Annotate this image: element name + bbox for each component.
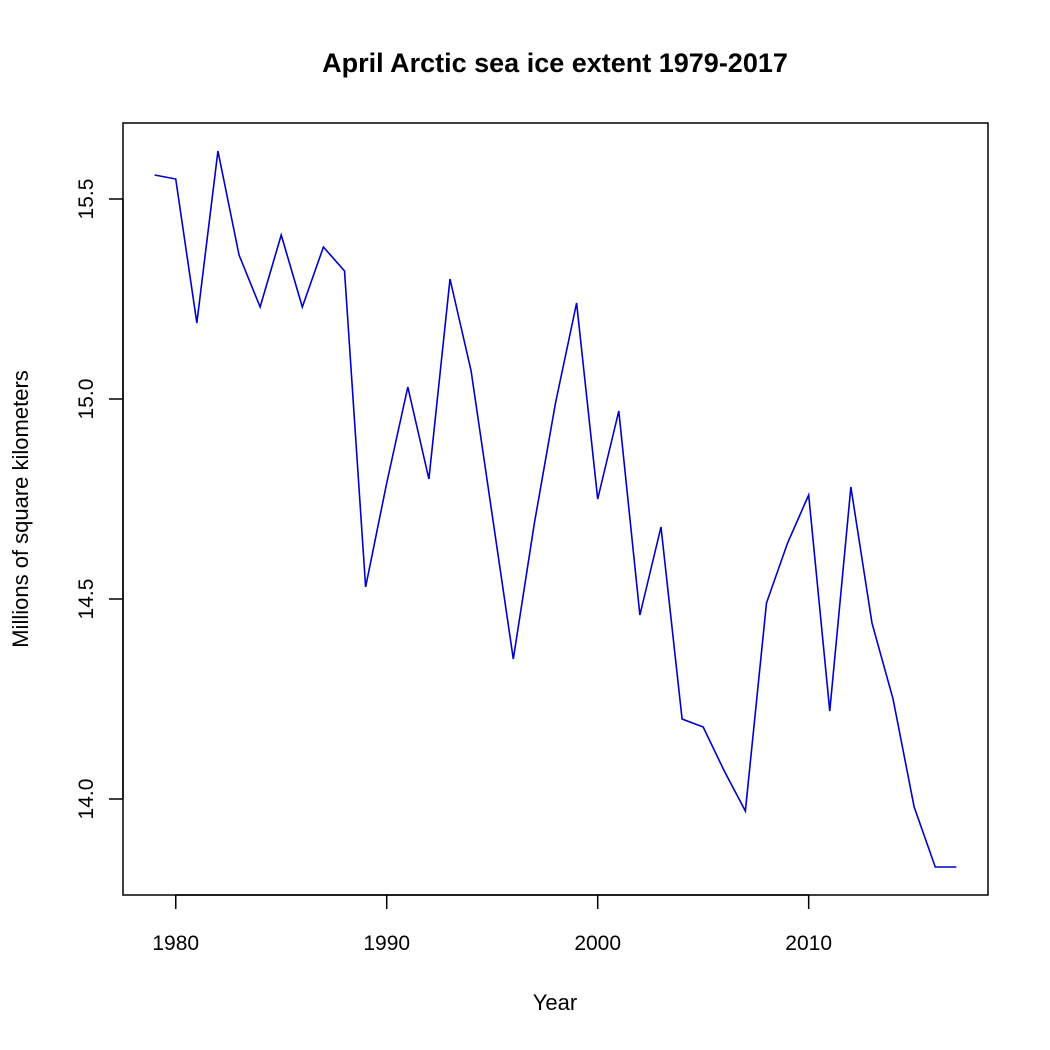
x-tick-label: 2010 xyxy=(785,932,832,955)
x-tick-label: 1980 xyxy=(152,932,199,955)
x-tick-label: 1990 xyxy=(363,932,410,955)
y-axis-label: Millions of square kilometers xyxy=(8,370,33,648)
series-line xyxy=(154,150,957,868)
y-tick-label: 14.0 xyxy=(75,779,98,820)
chart-title: April Arctic sea ice extent 1979-2017 xyxy=(322,48,788,78)
plot-frame xyxy=(122,122,989,896)
y-axis: 14.0 14.5 15.0 15.5 xyxy=(75,179,124,820)
y-tick-label: 15.5 xyxy=(75,179,98,220)
y-tick-label: 14.5 xyxy=(75,579,98,620)
y-tick-label: 15.0 xyxy=(75,379,98,420)
series-layer xyxy=(154,150,957,868)
x-tick-label: 2000 xyxy=(574,932,621,955)
x-axis: 1980 1990 2000 2010 xyxy=(152,894,832,955)
x-axis-label: Year xyxy=(533,990,577,1015)
